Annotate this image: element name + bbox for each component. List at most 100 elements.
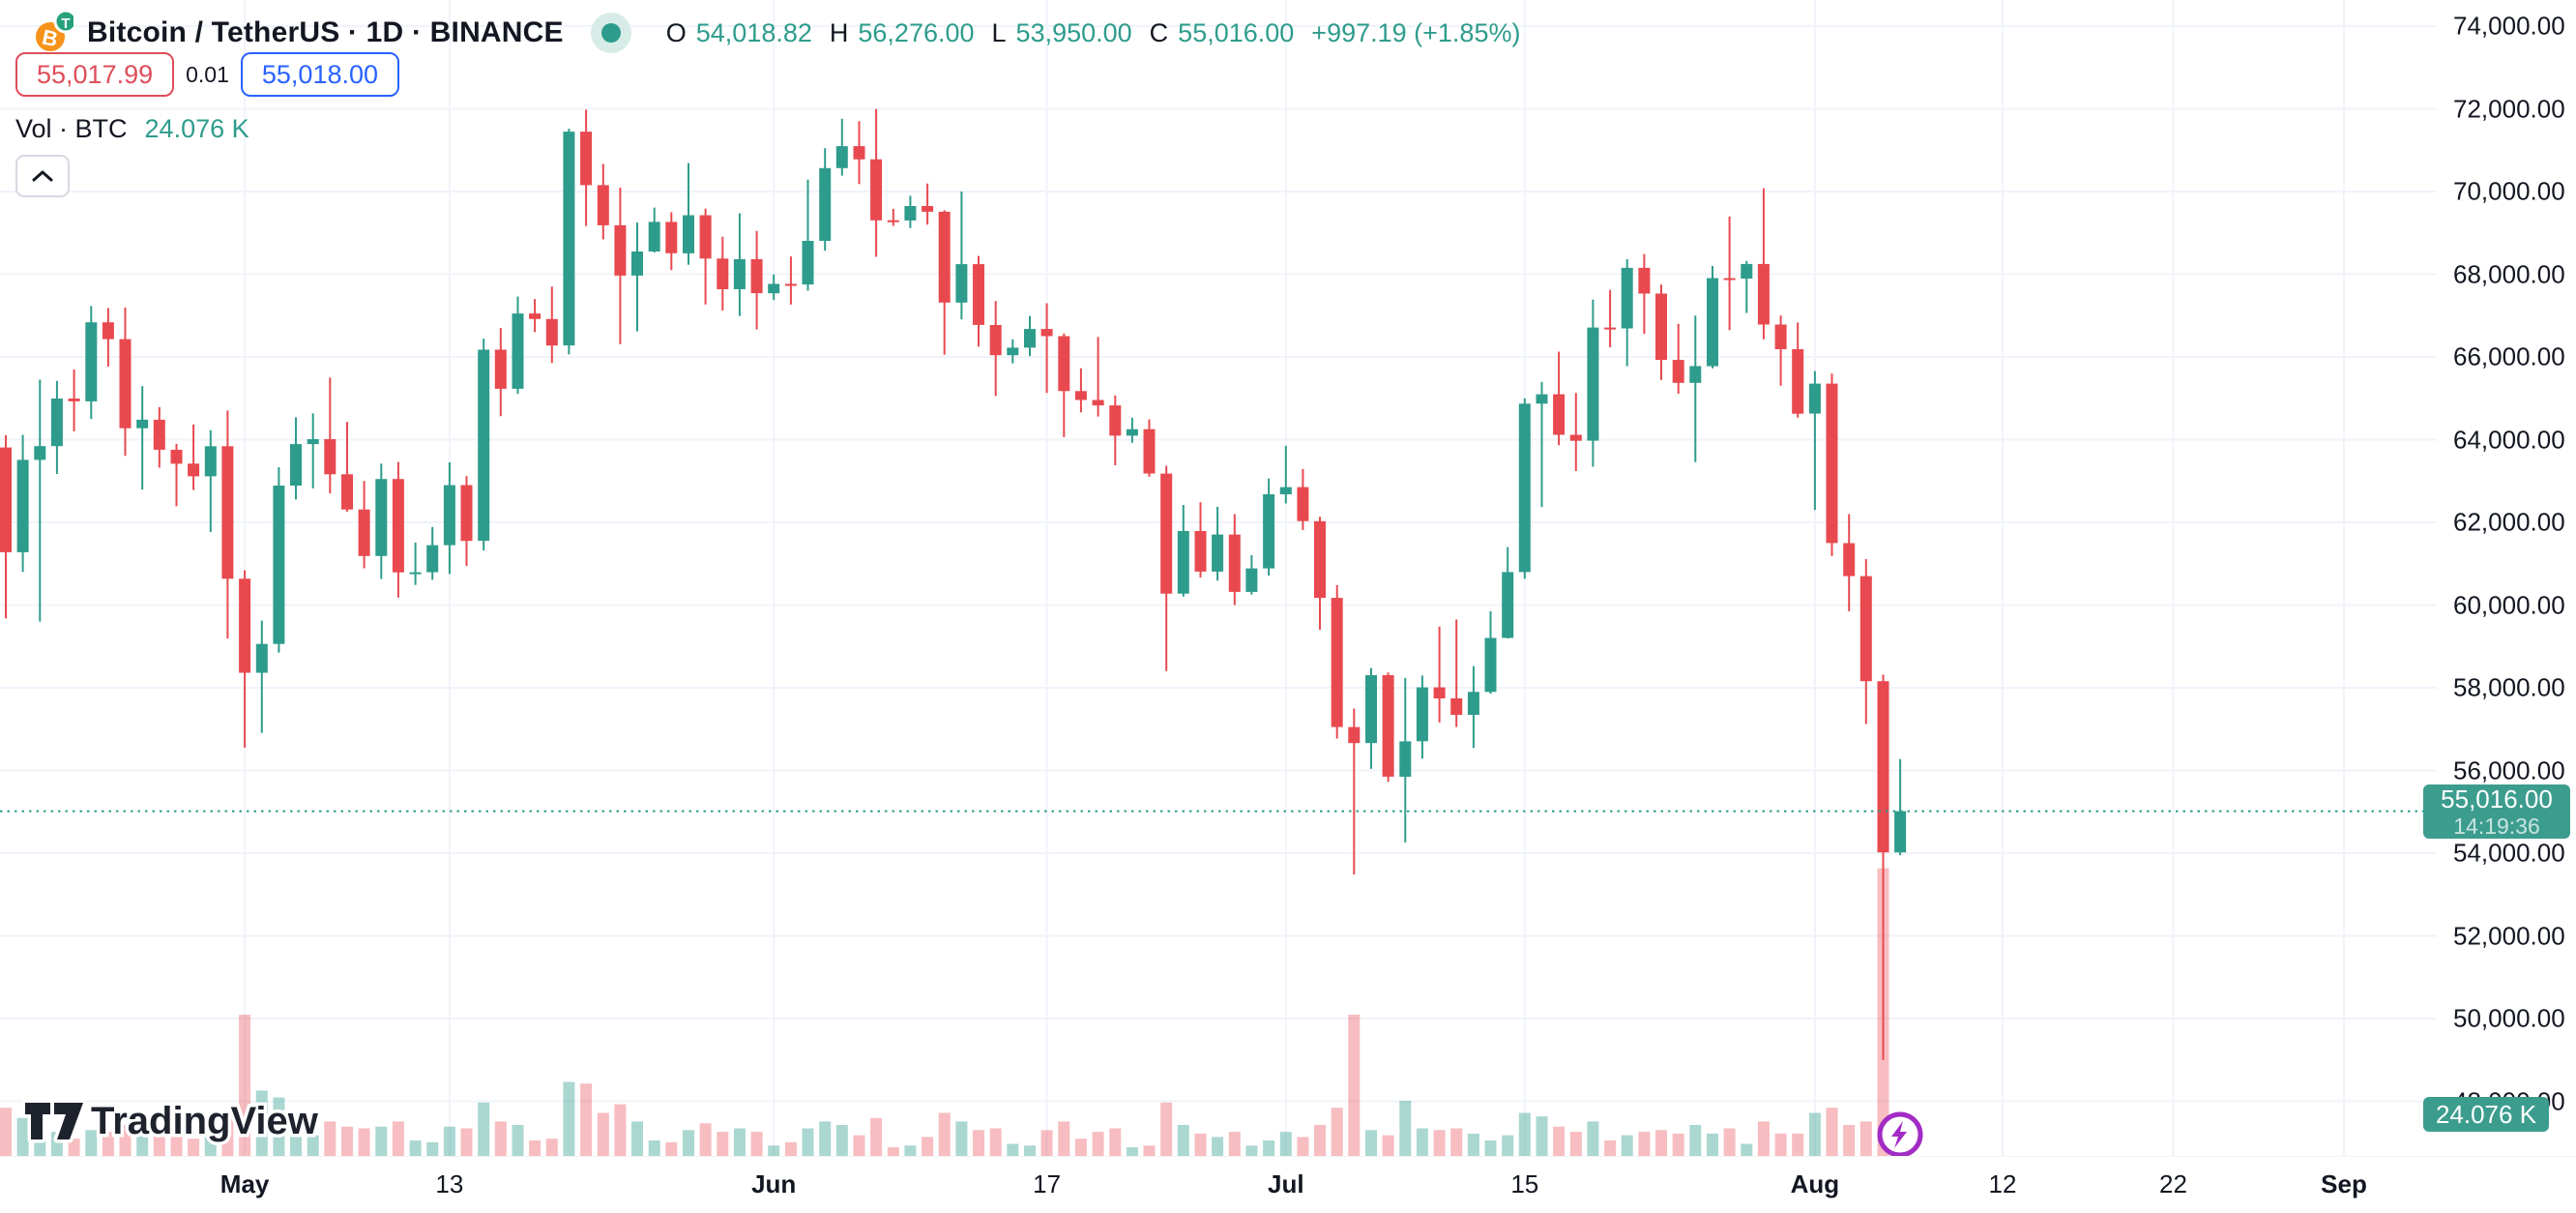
volume-bar — [136, 1126, 149, 1156]
volume-bar — [870, 1117, 883, 1156]
candle-body — [358, 509, 370, 556]
volume-bar — [1723, 1128, 1736, 1156]
volume-bar — [1859, 1121, 1872, 1156]
volume-bar — [358, 1128, 370, 1156]
candle-body — [1228, 534, 1241, 592]
candle-body — [819, 167, 832, 241]
volume-bar — [1109, 1128, 1122, 1156]
volume-bar — [1433, 1130, 1446, 1156]
volume-bar — [1757, 1121, 1770, 1156]
candle-body — [443, 485, 455, 546]
open-label: O — [665, 17, 687, 47]
volume-bar — [239, 1015, 251, 1156]
volume-bar — [545, 1139, 558, 1156]
volume-bar — [1348, 1015, 1361, 1156]
price-scale-axis[interactable]: 74,000.00 72,000.00 70,000.00 68,000.00 66,0… — [2439, 0, 2576, 1156]
volume-bar — [1672, 1133, 1684, 1156]
volume-bar — [478, 1102, 490, 1156]
volume-bar — [1160, 1102, 1173, 1156]
volume-bar — [1279, 1132, 1292, 1156]
volume-bar — [1212, 1137, 1224, 1156]
volume-bar — [904, 1145, 917, 1156]
candle-body — [290, 444, 302, 486]
time-axis-label: 17 — [1033, 1169, 1062, 1198]
volume-bar — [648, 1140, 660, 1156]
volume-axis-value: 24.076 K — [2435, 1100, 2537, 1130]
volume-bar — [597, 1112, 609, 1156]
volume-bar — [1843, 1125, 1856, 1156]
candle-body — [341, 474, 353, 510]
volume-bar — [699, 1123, 712, 1156]
candle-body — [426, 545, 439, 573]
candle-body — [1212, 534, 1224, 572]
change-value: +997.19 (+1.85%) — [1311, 17, 1521, 47]
candle-body — [1245, 568, 1258, 592]
candle-body — [597, 185, 609, 225]
svg-text:T: T — [61, 15, 70, 32]
candle-body — [1553, 394, 1566, 435]
candle-body — [870, 159, 883, 221]
volume-bar — [494, 1121, 507, 1156]
volume-bar — [1553, 1126, 1566, 1156]
price-axis-label: 64,000.00 — [2453, 425, 2565, 454]
candle-body — [409, 572, 422, 575]
volume-bar — [938, 1112, 951, 1156]
candle-body — [273, 486, 285, 644]
candle-body — [102, 322, 114, 340]
price-axis-label: 52,000.00 — [2453, 921, 2565, 950]
last-price-label: 55,016.00 14:19:36 — [2423, 784, 2570, 839]
volume-bar — [1143, 1145, 1156, 1156]
ohlc-readout: O 54,018.82 H 56,276.00 L 53,950.00 C 55… — [666, 18, 1521, 48]
trade-buttons-row: 55,017.99 0.01 55,018.00 — [15, 52, 400, 97]
volume-bar — [683, 1130, 694, 1156]
candle-body — [1774, 324, 1787, 349]
volume-bar — [512, 1125, 524, 1156]
market-status-icon[interactable] — [590, 13, 631, 53]
volume-bar — [1826, 1108, 1838, 1156]
volume-bar — [717, 1132, 729, 1156]
instant-trading-bolt-button[interactable] — [1874, 1109, 1926, 1161]
candle-body — [1331, 598, 1343, 727]
candle-body — [1808, 383, 1821, 414]
volume-bar — [529, 1140, 542, 1156]
volume-legend-value: 24.076 K — [144, 114, 249, 143]
candle-body — [545, 318, 558, 346]
tradingview-logo[interactable]: TradingView — [21, 1087, 350, 1154]
volume-bar — [1297, 1137, 1309, 1156]
lightning-bolt-icon — [1877, 1111, 1923, 1158]
volume-bar — [307, 1135, 319, 1156]
low-value: 53,950.00 — [1015, 17, 1132, 47]
volume-bar — [973, 1130, 984, 1156]
volume-bar — [375, 1126, 388, 1156]
sell-button[interactable]: 55,017.99 — [15, 52, 175, 97]
volume-bar — [922, 1137, 934, 1156]
volume-bar — [1741, 1143, 1753, 1156]
candle-body — [904, 206, 917, 221]
candle-body — [955, 264, 968, 303]
time-axis-label: Jun — [751, 1169, 797, 1198]
volume-legend: Vol · BTC 24.076 K — [15, 114, 249, 144]
volume-bar — [409, 1140, 422, 1156]
volume-bar — [1263, 1140, 1275, 1156]
high-value: 56,276.00 — [858, 17, 975, 47]
volume-bar — [1518, 1112, 1531, 1156]
time-scale-axis[interactable]: May 13 Jun 17 Jul 15 Aug 12 22 Sep — [0, 1156, 2576, 1213]
buy-button[interactable]: 55,018.00 — [240, 52, 400, 97]
collapse-panel-button[interactable] — [15, 155, 70, 197]
price-axis-label: 54,000.00 — [2453, 838, 2565, 868]
candle-body — [50, 399, 63, 447]
symbol-pair-logo[interactable]: B T — [14, 8, 78, 58]
candle-body — [853, 146, 865, 160]
candle-body — [750, 258, 763, 294]
volume-bar — [631, 1121, 643, 1156]
candle-body — [1143, 429, 1156, 474]
volume-legend-label[interactable]: Vol · BTC — [15, 114, 128, 143]
volume-bar — [119, 1125, 132, 1156]
candle-body — [1707, 278, 1718, 367]
candle-body — [460, 485, 473, 542]
price-axis-label: 74,000.00 — [2453, 11, 2565, 41]
candle-body — [1792, 349, 1804, 414]
symbol-title[interactable]: Bitcoin / TetherUS · 1D · BINANCE — [87, 16, 564, 48]
volume-bar — [989, 1128, 1002, 1156]
